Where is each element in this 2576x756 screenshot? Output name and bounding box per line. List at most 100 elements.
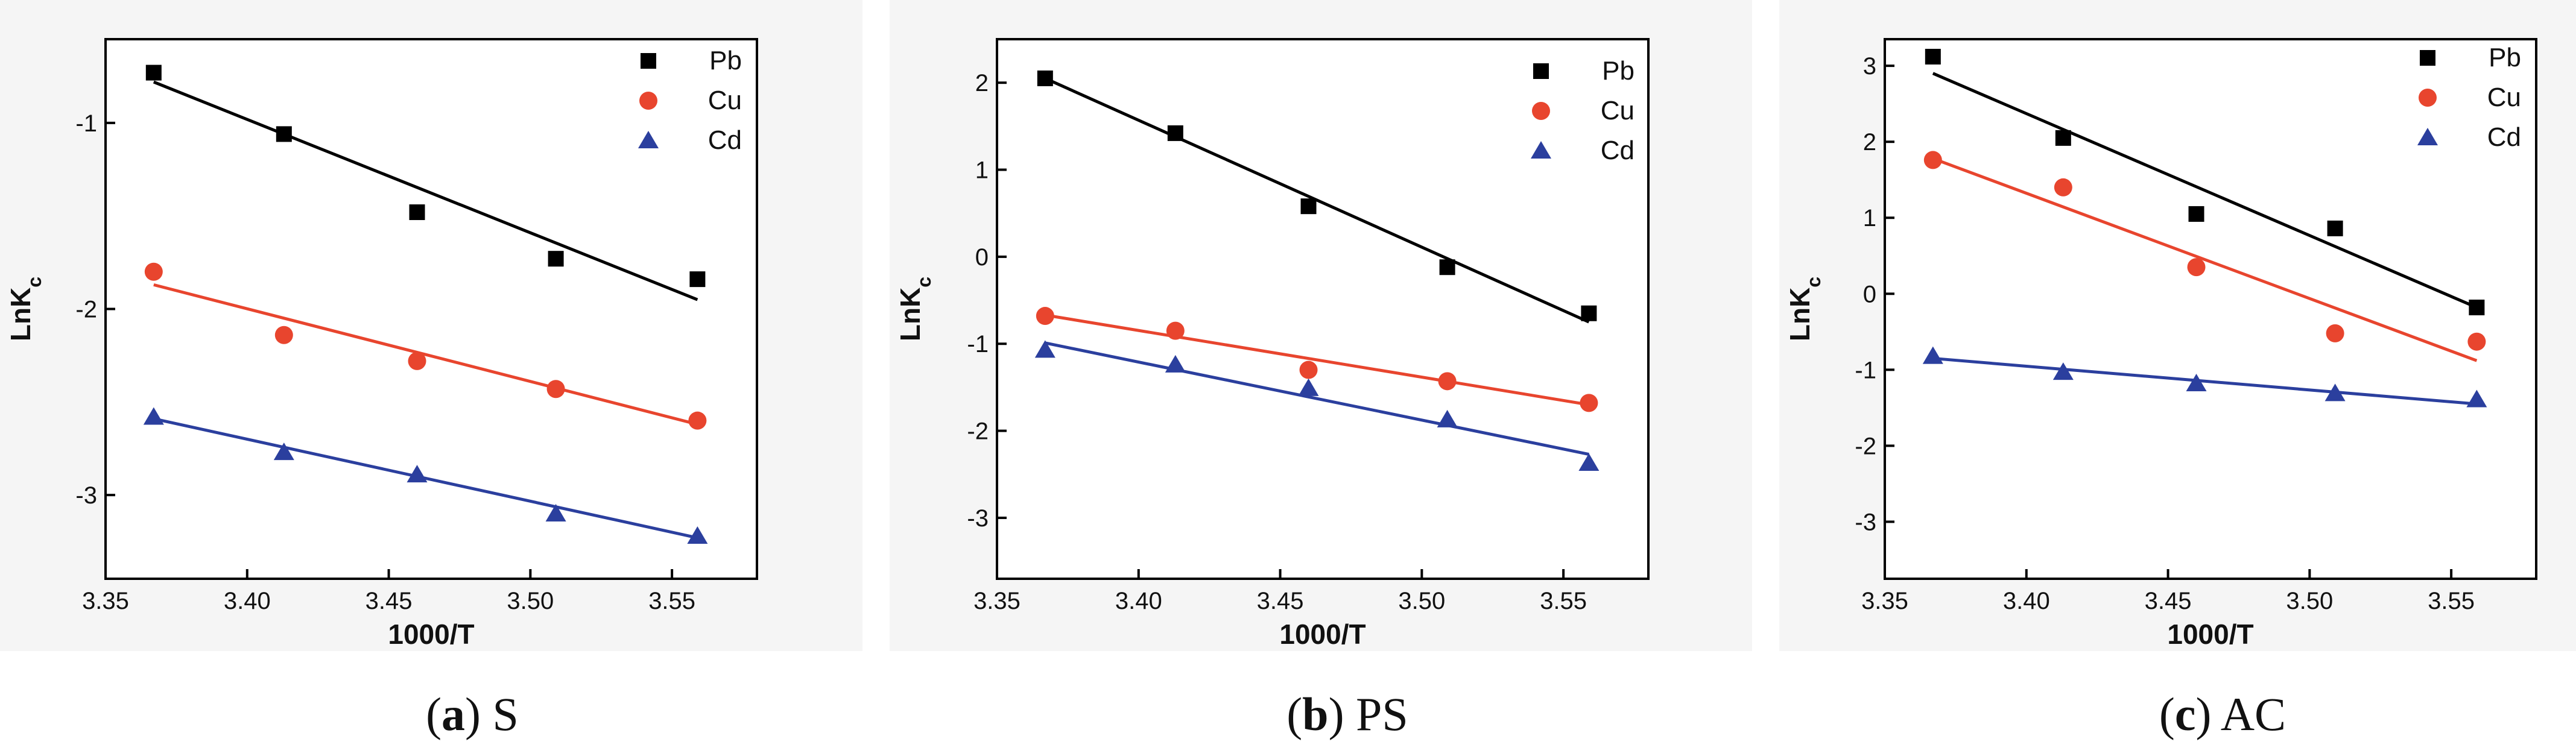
y-tick-label: -3 — [967, 505, 989, 532]
data-point — [688, 411, 707, 430]
data-point — [1299, 361, 1318, 379]
plot-frame — [104, 38, 758, 580]
y-tick-label: 3 — [1863, 53, 1876, 80]
legend-marker-pb — [1533, 63, 1549, 79]
x-tick-label: 3.45 — [2145, 588, 2192, 614]
data-point — [1437, 409, 1458, 427]
legend-label-cd: Cd — [708, 125, 742, 155]
fit-line — [1044, 77, 1590, 324]
y-tick-label: -1 — [1855, 357, 1876, 383]
data-point — [407, 465, 428, 483]
legend-marker-pb — [2420, 50, 2435, 66]
data-point — [1581, 305, 1597, 321]
x-tick-label: 3.40 — [2003, 588, 2050, 614]
fit-line — [1932, 157, 2478, 362]
data-point — [1298, 378, 1319, 396]
x-tick-label: 3.50 — [1398, 588, 1445, 614]
data-point — [276, 126, 292, 142]
data-point — [548, 251, 564, 267]
y-tick-label: -2 — [75, 297, 97, 323]
data-point — [409, 204, 425, 221]
data-point — [1034, 340, 1055, 358]
y-tick-label: -3 — [1855, 509, 1876, 535]
y-axis-title-subscript: c — [24, 277, 45, 288]
series-pb — [1037, 70, 1597, 324]
fit-line — [153, 417, 698, 540]
y-tick-label: 0 — [975, 244, 989, 271]
legend-marker-pb — [641, 53, 656, 69]
series-cu — [144, 262, 707, 430]
chart-panel-c: 3.35 3.40 3.45 3.50 3.55-3-2-101231000/TLnKc… — [1779, 0, 2576, 651]
legend-label-cd: Cd — [1601, 136, 1635, 165]
chart-panel-b: 3.35 3.40 3.45 3.50 3.55-3-2-10121000/TLnKcP… — [890, 0, 1752, 651]
series-cd — [1922, 346, 2487, 408]
y-axis-title-subscript: c — [913, 277, 935, 288]
legend-label-cu: Cu — [708, 86, 742, 115]
legend-label-cd: Cd — [2487, 122, 2521, 152]
data-point — [1438, 372, 1457, 391]
data-point — [408, 351, 426, 370]
data-point — [1580, 394, 1598, 412]
data-point — [687, 526, 708, 544]
y-tick-label: -1 — [967, 331, 989, 358]
x-axis-title: 1000/T — [1279, 619, 1366, 650]
legend-label-pb: Pb — [1602, 56, 1635, 86]
data-point — [2055, 130, 2071, 146]
data-point — [2324, 383, 2346, 402]
data-point — [144, 262, 163, 281]
legend-label-pb: Pb — [2489, 43, 2521, 72]
y-tick-label: 1 — [975, 157, 989, 184]
data-point — [546, 380, 565, 398]
data-point — [689, 271, 706, 288]
fit-line — [1932, 72, 2478, 309]
data-point — [1167, 125, 1183, 141]
data-point — [1439, 259, 1455, 276]
y-tick-label: 1 — [1863, 205, 1876, 232]
plot-frame — [996, 38, 1650, 580]
data-point — [2466, 389, 2487, 408]
legend-marker-cd — [2417, 128, 2438, 145]
y-tick-label: -3 — [75, 482, 97, 509]
legend-label-pb: Pb — [709, 46, 742, 75]
y-tick-label: -2 — [967, 418, 989, 445]
x-tick-label: 3.55 — [1540, 588, 1587, 614]
data-point — [1300, 198, 1317, 215]
x-axis-title: 1000/T — [2167, 619, 2253, 650]
data-point — [1165, 354, 1186, 373]
fit-line — [1932, 356, 2477, 406]
legend-label-cu: Cu — [1601, 96, 1635, 125]
data-point — [1036, 307, 1054, 326]
legend: Pb Cu Cd — [2417, 43, 2521, 152]
fit-line — [1045, 341, 1589, 456]
plot-area — [106, 39, 757, 579]
data-point — [1925, 48, 1941, 65]
series-pb — [1925, 48, 2485, 315]
x-tick-label: 3.40 — [224, 588, 271, 614]
data-point — [2052, 362, 2074, 380]
legend-marker-cu — [1532, 102, 1550, 120]
data-point — [1923, 151, 1942, 169]
x-tick-label: 3.55 — [648, 588, 695, 614]
x-tick-label: 3.50 — [507, 588, 554, 614]
plot-area — [1885, 39, 2536, 579]
x-tick-label: 3.35 — [1861, 588, 1908, 614]
data-point — [2467, 332, 2486, 351]
plot-frame — [1884, 38, 2537, 580]
data-point — [143, 407, 164, 425]
data-point — [274, 326, 293, 344]
x-tick-label: 3.35 — [82, 588, 129, 614]
x-tick-label: 3.45 — [366, 588, 413, 614]
legend-marker-cu — [639, 92, 657, 110]
x-tick-label: 3.50 — [2286, 588, 2333, 614]
data-point — [2469, 299, 2485, 315]
data-point — [2054, 178, 2072, 197]
fit-line — [153, 80, 698, 301]
y-tick-label: 2 — [1863, 129, 1876, 156]
x-tick-label: 3.40 — [1115, 588, 1162, 614]
legend-marker-cd — [638, 131, 659, 148]
data-point — [1578, 453, 1600, 471]
series-cu — [1036, 307, 1598, 412]
legend-label-cu: Cu — [2487, 83, 2521, 112]
series-cd — [143, 407, 708, 544]
